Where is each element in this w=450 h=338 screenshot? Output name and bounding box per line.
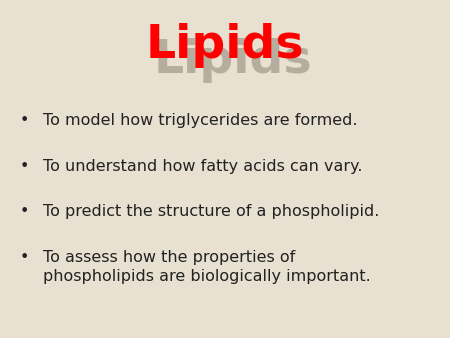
Text: To model how triglycerides are formed.: To model how triglycerides are formed. bbox=[43, 113, 357, 128]
Text: To predict the structure of a phospholipid.: To predict the structure of a phospholip… bbox=[43, 204, 379, 219]
Text: •: • bbox=[20, 250, 29, 265]
Text: •: • bbox=[20, 159, 29, 174]
Text: Lipids: Lipids bbox=[154, 38, 312, 83]
Text: •: • bbox=[20, 204, 29, 219]
Text: Lipids: Lipids bbox=[146, 23, 304, 68]
Text: •: • bbox=[20, 113, 29, 128]
Text: To assess how the properties of
phospholipids are biologically important.: To assess how the properties of phosphol… bbox=[43, 250, 370, 284]
Text: To understand how fatty acids can vary.: To understand how fatty acids can vary. bbox=[43, 159, 362, 174]
